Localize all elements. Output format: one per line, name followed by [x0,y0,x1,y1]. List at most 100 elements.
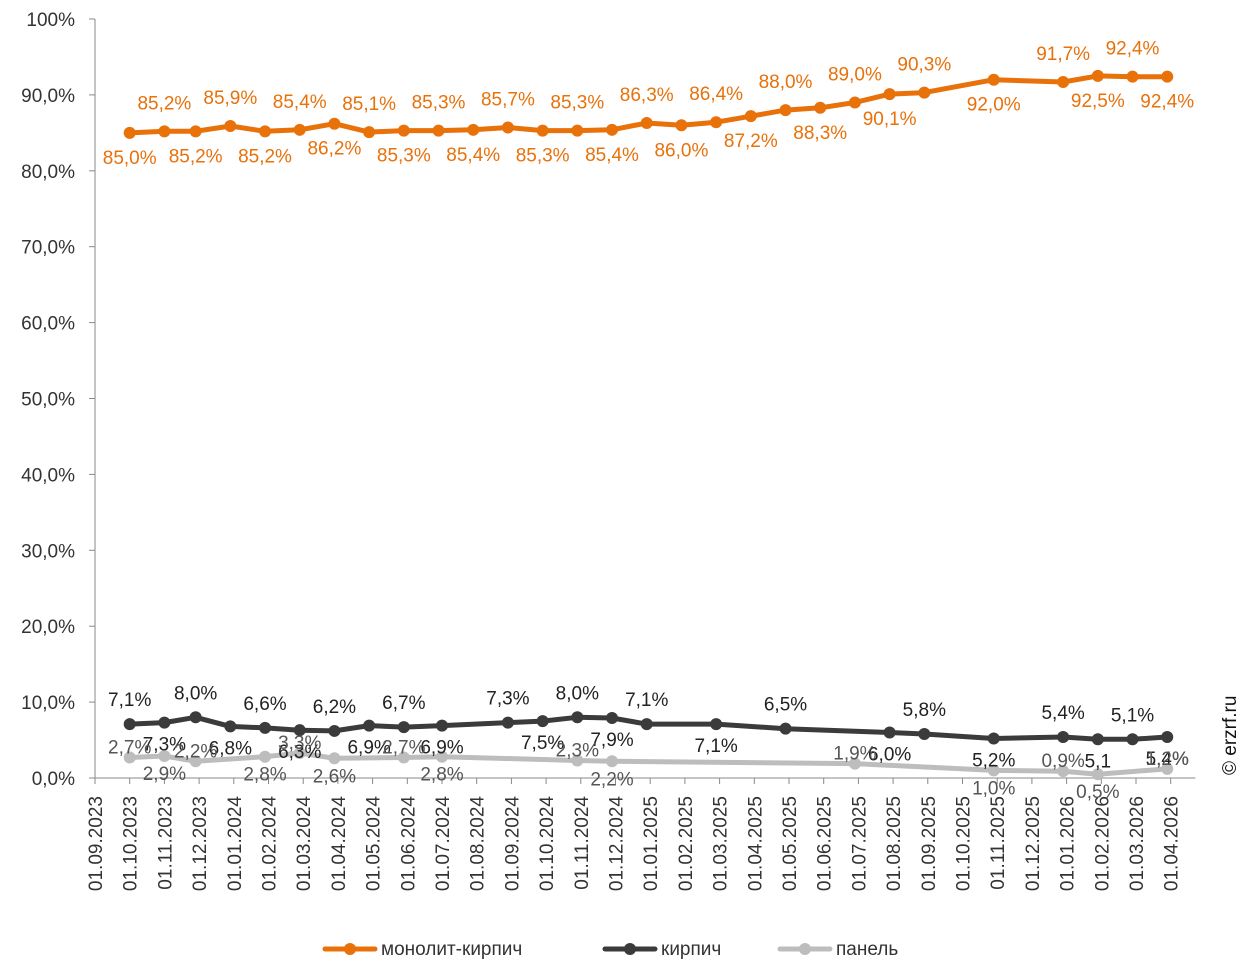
data-point [1057,731,1070,744]
data-point [987,764,1000,777]
x-tick-label: 01.07.2025 [849,796,870,891]
data-point [397,721,410,734]
data-label: 2,7% [108,738,151,759]
data-label: 6,0% [868,744,911,765]
x-tick-label: 01.10.2025 [954,796,975,891]
data-label: 2,2% [590,769,633,790]
data-point [123,751,136,764]
data-point [744,110,757,123]
data-point [918,86,931,99]
data-point [363,719,376,732]
data-point [158,716,171,729]
x-tick-label: 01.03.2026 [1127,796,1148,891]
data-label: 85,3% [412,93,466,114]
x-tick-label: 01.03.2024 [294,796,315,892]
data-label: 5,1 [1085,751,1111,772]
data-point [710,718,723,731]
watermark-text: © erzrf.ru [1220,696,1241,775]
data-point [1161,762,1174,775]
data-point [640,718,653,731]
data-point [1057,75,1070,88]
x-tick-label: 01.09.2023 [86,796,107,891]
data-label: 6,3% [278,742,321,763]
data-label: 85,2% [169,146,223,167]
data-point [987,732,1000,745]
data-label: 2,6% [313,766,356,787]
data-label: 92,4% [1106,39,1160,60]
legend-marker [624,943,636,955]
data-point [293,746,306,759]
data-label: 2,8% [243,765,286,786]
data-point [675,119,688,132]
data-point [189,755,202,768]
data-label: 92,5% [1071,91,1125,112]
legend-label: панель [836,939,898,960]
data-point [883,726,896,739]
data-label: 86,2% [307,139,361,160]
data-label: 7,1% [108,690,151,711]
x-tick-label: 01.09.2024 [502,796,523,892]
data-label: 6,9% [347,738,390,759]
x-tick-label: 01.11.2024 [572,796,593,890]
data-label: 85,4% [585,145,639,166]
data-label: 2,8% [420,765,463,786]
data-point [1091,69,1104,82]
data-label: 2,2% [174,741,217,762]
data-point [848,96,861,109]
data-label: 7,1% [694,736,737,757]
y-tick-label: 40,0% [21,465,75,486]
data-label: 86,3% [620,85,674,106]
data-point [606,123,619,136]
data-label: 87,2% [724,131,778,152]
data-label: 85,9% [203,88,257,109]
data-point [1091,733,1104,746]
x-tick-label: 01.04.2025 [745,796,766,891]
legend-marker [344,943,356,955]
data-label: 1,2% [1146,749,1189,770]
data-label: 7,1% [625,690,668,711]
data-point [293,724,306,737]
y-tick-label: 80,0% [21,162,75,183]
x-tick-label: 01.05.2025 [780,796,801,891]
data-label: 85,3% [516,146,570,167]
data-label: 85,1% [342,94,396,115]
data-label: 1,0% [972,778,1015,799]
x-tick-label: 01.10.2024 [537,796,558,892]
data-label: 85,3% [550,93,604,114]
x-tick-label: 01.12.2024 [607,796,628,892]
data-point [536,715,549,728]
data-point [1126,70,1139,83]
data-point [571,124,584,137]
data-point [814,101,827,114]
data-point [397,124,410,137]
data-label: 0,9% [1041,751,1084,772]
x-tick-label: 01.03.2025 [711,796,732,891]
x-tick-label: 01.04.2024 [329,796,350,892]
data-label: 85,2% [137,93,191,114]
x-tick-label: 01.02.2024 [260,796,281,892]
data-label: 6,7% [382,693,425,714]
data-label: 92,0% [967,95,1021,116]
data-point [158,125,171,138]
data-label-layer: 85,0% 85,2% 85,2% 85,9% 85,2% 85,4% 86,2% 85,1%… [103,39,1195,804]
data-label: 8,0% [174,683,217,704]
data-label: 8,0% [556,683,599,704]
data-point [1161,70,1174,83]
data-label: 85,4% [446,145,500,166]
x-tick-label: 01.08.2025 [884,796,905,891]
data-label: 6,6% [243,694,286,715]
data-label: 5,1% [1111,705,1154,726]
data-label: 6,9% [420,738,463,759]
data-label: 0,5% [1076,782,1119,803]
data-label: 7,5% [521,733,564,754]
data-label: 2,9% [143,764,186,785]
data-label: 86,4% [689,84,743,105]
y-tick-label: 70,0% [21,238,75,259]
data-point [606,712,619,725]
data-label: 90,1% [863,109,917,130]
data-label: 88,0% [759,72,813,93]
data-point [571,711,584,724]
data-point [436,719,448,732]
x-tick-label: 01.12.2023 [190,796,211,891]
